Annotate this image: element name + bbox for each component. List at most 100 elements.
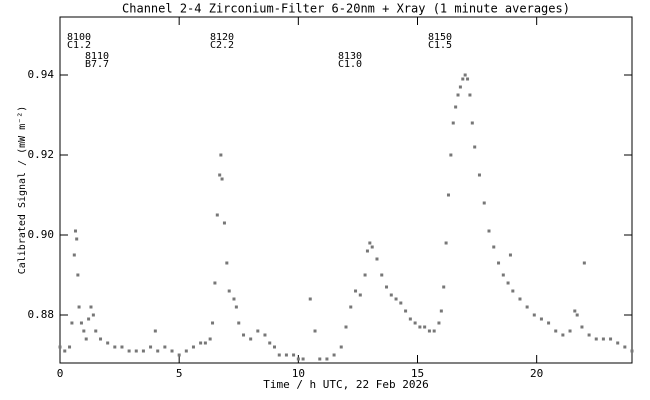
data-point <box>63 349 67 353</box>
data-point <box>308 297 312 301</box>
data-point <box>191 345 195 349</box>
data-point <box>263 333 267 337</box>
data-point <box>506 281 510 285</box>
data-point <box>404 309 408 313</box>
data-point <box>501 273 505 277</box>
data-point <box>72 253 76 257</box>
data-point <box>332 353 336 357</box>
data-point <box>208 337 212 341</box>
data-point <box>368 241 372 245</box>
data-point <box>380 273 384 277</box>
data-point <box>184 349 188 353</box>
data-point <box>446 193 450 197</box>
data-point <box>256 329 260 333</box>
x-tick-label: 10 <box>292 367 305 380</box>
flare-annotation: C1.0 <box>338 59 362 70</box>
y-tick-label: 0.90 <box>28 228 55 241</box>
data-point <box>199 341 203 345</box>
data-point <box>106 341 110 345</box>
data-point <box>215 213 219 217</box>
y-tick-label: 0.92 <box>28 148 55 161</box>
data-point <box>354 289 358 293</box>
data-point <box>318 357 322 361</box>
data-point <box>547 321 551 325</box>
data-point <box>58 345 62 349</box>
data-point <box>518 297 522 301</box>
data-point <box>456 93 460 97</box>
data-point <box>84 337 88 341</box>
data-point <box>141 349 145 353</box>
data-point <box>492 245 496 249</box>
data-point <box>77 305 81 309</box>
data-point <box>75 237 79 241</box>
data-point <box>601 337 605 341</box>
data-point <box>222 221 226 225</box>
data-point <box>120 345 124 349</box>
data-point <box>449 153 453 157</box>
data-point <box>482 201 486 205</box>
data-point <box>477 173 481 177</box>
data-point <box>580 325 584 329</box>
y-axis-label: Calibrated Signal / (mW m⁻²) <box>17 106 28 275</box>
data-point <box>277 353 281 357</box>
data-point <box>432 329 436 333</box>
data-point <box>587 333 591 337</box>
data-point <box>237 321 241 325</box>
data-point <box>358 293 362 297</box>
x-tick-label: 15 <box>411 367 424 380</box>
data-point <box>301 357 305 361</box>
x-tick-label: 5 <box>176 367 183 380</box>
data-point <box>454 105 458 109</box>
x-tick-label: 20 <box>530 367 543 380</box>
data-point <box>87 317 91 321</box>
data-point <box>375 257 379 261</box>
data-point <box>463 73 467 77</box>
y-tick-label: 0.88 <box>28 308 55 321</box>
data-point <box>227 289 231 293</box>
data-point <box>468 93 472 97</box>
data-point <box>539 317 543 321</box>
flare-annotation: 8150 <box>428 32 452 43</box>
data-point <box>203 341 207 345</box>
data-point <box>423 325 427 329</box>
data-point <box>561 333 565 337</box>
x-axis-label: Time / h UTC, 22 Feb 2026 <box>263 378 429 391</box>
data-point <box>609 337 613 341</box>
data-point <box>325 357 329 361</box>
flare-annotation: 8110 <box>85 51 109 62</box>
data-point <box>573 309 577 313</box>
data-point <box>211 321 215 325</box>
data-point <box>623 345 627 349</box>
data-point <box>451 121 455 125</box>
data-point <box>242 333 246 337</box>
data-point <box>94 329 98 333</box>
data-point <box>630 349 634 353</box>
flare-annotation: C1.2 <box>67 40 91 51</box>
chart-title: Channel 2-4 Zirconium-Filter 6-20nm + Xr… <box>122 2 570 16</box>
data-point <box>385 285 389 289</box>
data-point <box>273 345 276 349</box>
data-point <box>473 145 477 149</box>
flare-annotation: C2.2 <box>210 40 234 51</box>
data-point <box>134 349 138 353</box>
data-point <box>444 241 448 245</box>
data-point <box>508 253 512 257</box>
data-point <box>525 305 529 309</box>
data-point <box>89 305 93 309</box>
data-point <box>91 313 95 317</box>
data-point <box>225 261 229 265</box>
data-point <box>76 273 80 277</box>
data-point <box>532 313 536 317</box>
data-point <box>487 229 491 233</box>
data-point <box>339 345 343 349</box>
data-point <box>113 345 117 349</box>
data-point <box>68 345 72 349</box>
data-point <box>470 121 474 125</box>
data-point <box>296 357 300 361</box>
data-point <box>268 341 272 345</box>
data-point <box>365 249 369 253</box>
data-point <box>568 329 572 333</box>
data-point <box>437 321 441 325</box>
data-point <box>344 325 348 329</box>
